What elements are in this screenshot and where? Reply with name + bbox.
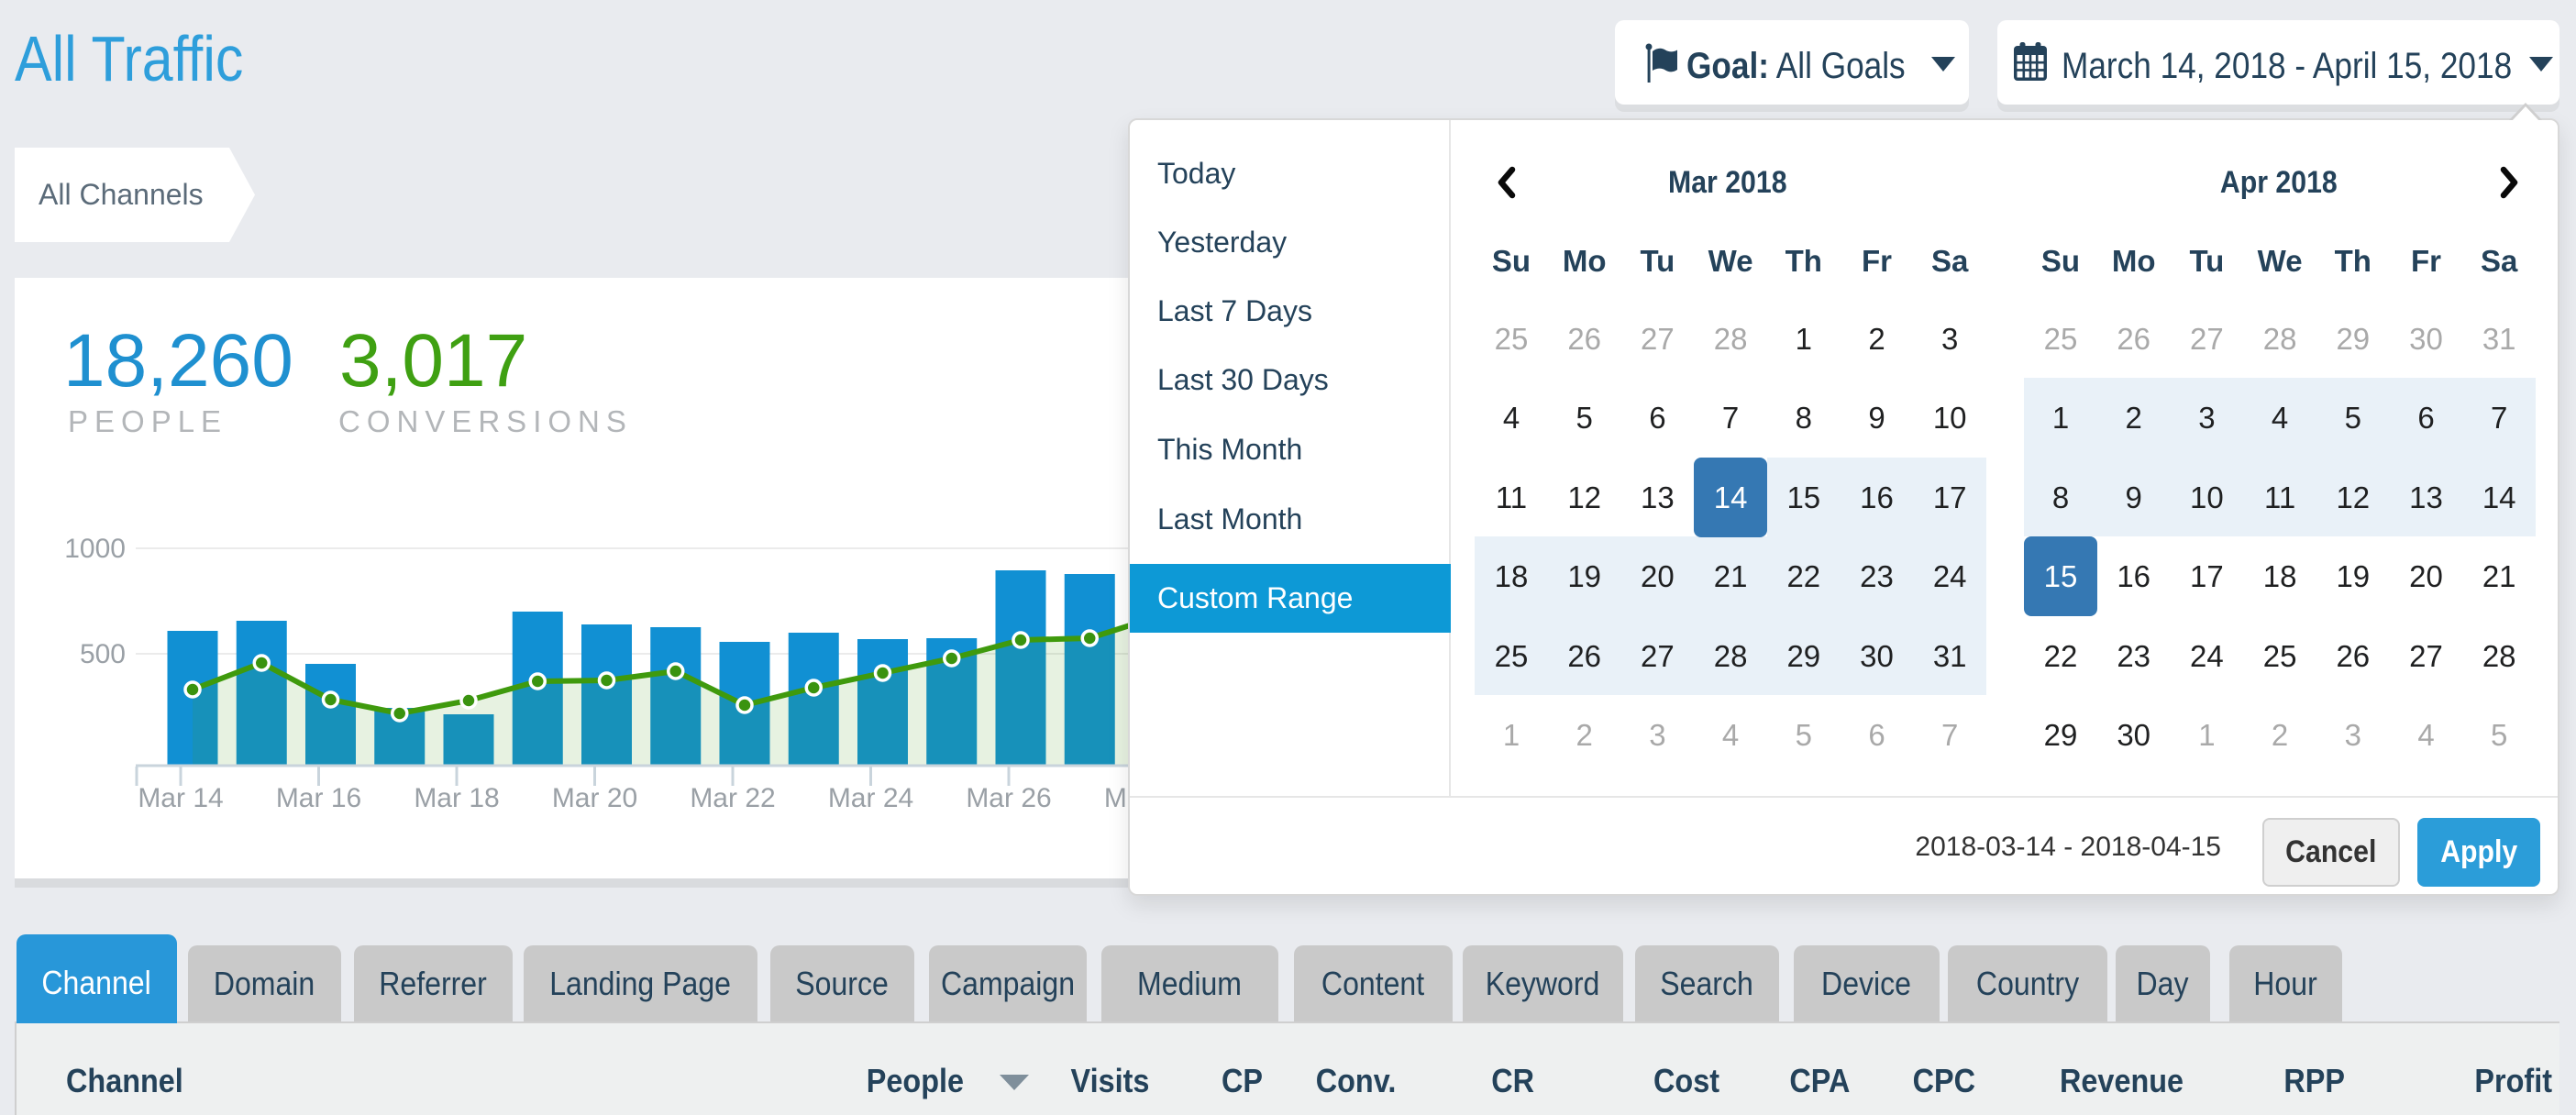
svg-text:Mar 18: Mar 18 (414, 783, 499, 813)
svg-text:Mar 14: Mar 14 (138, 783, 223, 813)
svg-text:500: 500 (80, 639, 126, 669)
svg-text:Mar 24: Mar 24 (828, 783, 913, 813)
svg-text:Mar 26: Mar 26 (966, 783, 1051, 813)
svg-text:1000: 1000 (64, 534, 126, 564)
svg-text:Mar 22: Mar 22 (690, 783, 775, 813)
svg-text:Mar 16: Mar 16 (276, 783, 361, 813)
svg-text:Mar 20: Mar 20 (552, 783, 637, 813)
